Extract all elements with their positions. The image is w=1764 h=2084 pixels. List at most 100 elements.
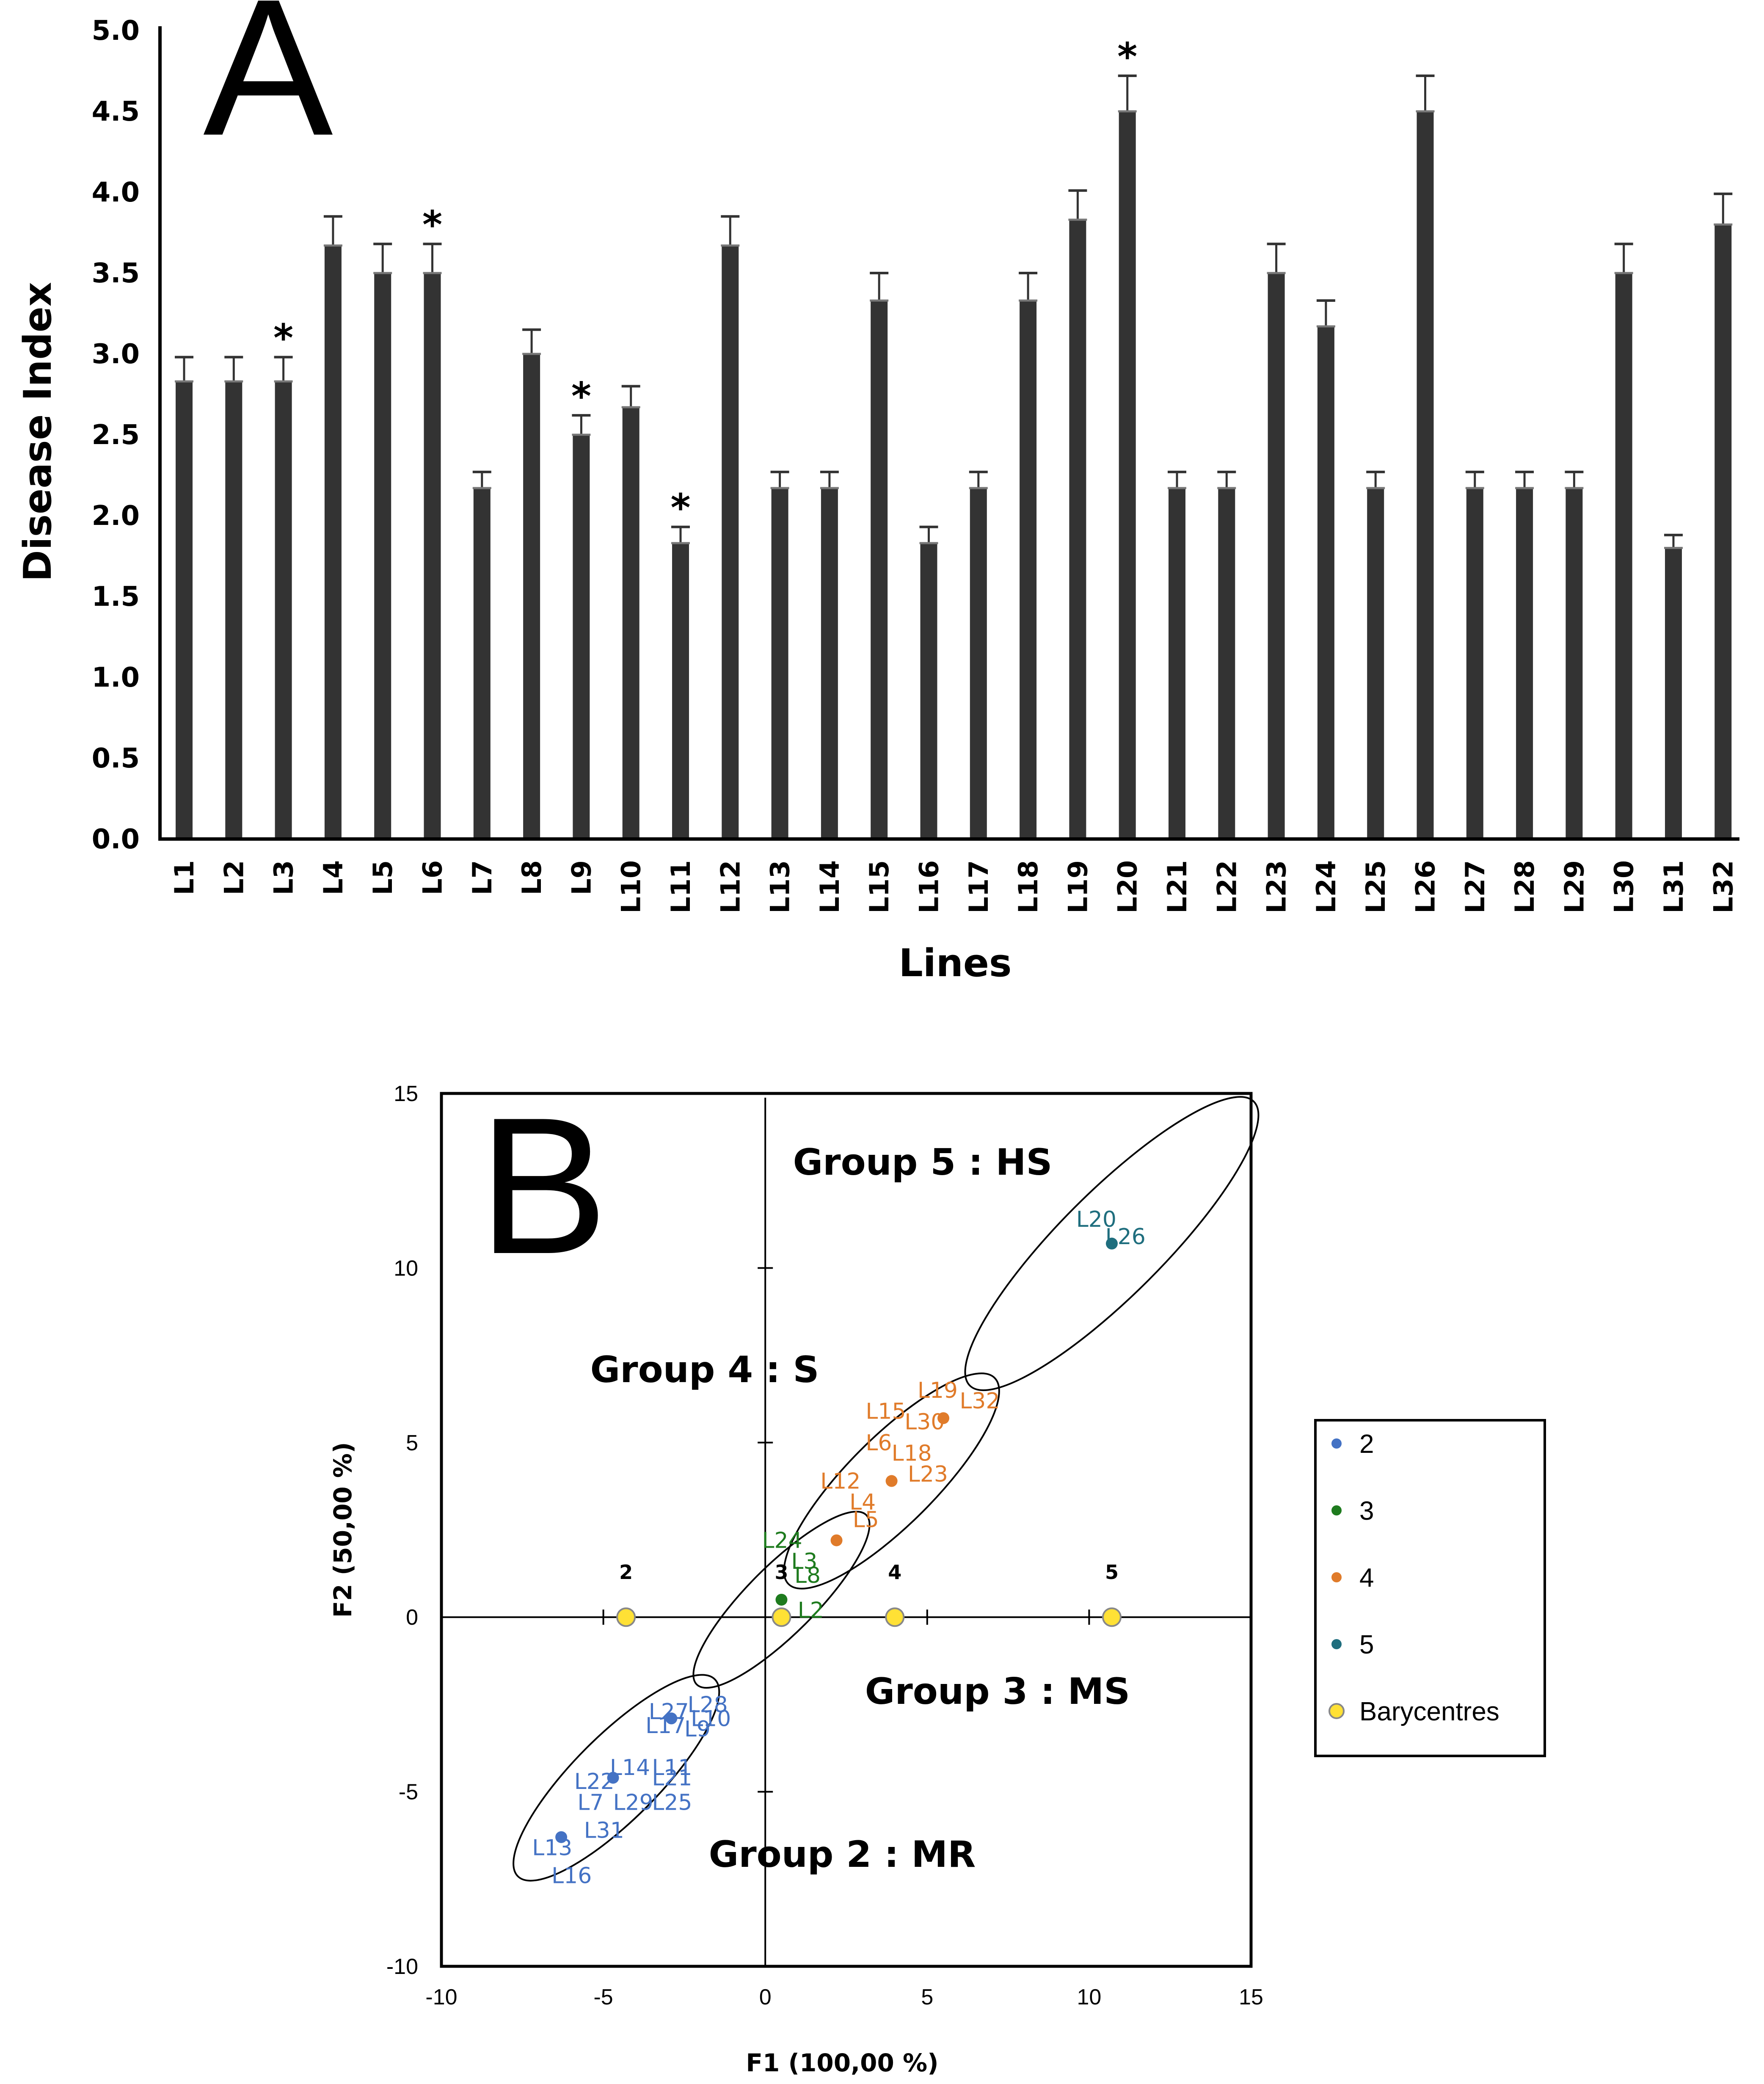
point-label-l22: L22 [574,1769,615,1794]
bar-l14 [821,488,838,839]
legend-swatch-2 [1331,1438,1342,1449]
y-tick-label: 10 [394,1256,418,1281]
bar-l27 [1466,488,1483,839]
legend-label-2: 2 [1359,1430,1374,1459]
x-tick-label-l32: L32 [1708,860,1739,914]
y-tick-label: 5 [406,1431,418,1455]
error-bar-l3 [274,356,293,383]
y-tick-label: 1.5 [92,581,140,613]
point-label-l15: L15 [865,1399,906,1424]
y-tick-label: -5 [399,1780,418,1805]
bar-l18 [1020,300,1037,839]
x-tick-label-l11: L11 [665,860,696,914]
significance-star-l3: * [273,316,293,361]
point-label-l26: L26 [1105,1224,1146,1250]
bar-l16 [920,543,937,839]
point-label-l7: L7 [577,1790,604,1815]
point-label-l8: L8 [794,1563,821,1588]
bar-l28 [1516,488,1533,839]
x-tick-label: 5 [921,1985,933,2009]
point-label-l14: L14 [610,1755,650,1780]
error-bar-l20 [1118,74,1137,113]
error-bar-l4 [323,215,342,247]
y-tick-label: -10 [386,1954,418,1979]
error-bar-l10 [621,385,640,409]
panel-a-bar-chart: A * * * * * 0.0 0.5 1.0 1.5 2.0 2.5 3.0 3.5 4.0 4.5 5.… [16,0,1739,985]
series-2-point [665,1712,678,1725]
point-label-l10: L10 [691,1706,731,1731]
point-label-l28: L28 [688,1692,728,1717]
point-label-l13: L13 [532,1836,572,1861]
x-tick-label-l7: L7 [467,860,498,895]
point-label-l32: L32 [959,1388,1000,1414]
error-bar-l28 [1515,470,1534,489]
error-bar-l24 [1316,299,1335,328]
panel-a-y-tick-labels: 0.0 0.5 1.0 1.5 2.0 2.5 3.0 3.5 4.0 4.5 5.0 [92,15,140,855]
significance-star-l6: * [422,203,442,247]
point-label-l19: L19 [918,1378,958,1403]
x-tick-label-l21: L21 [1162,860,1193,914]
significance-star-l20: * [1117,35,1137,79]
point-label-l3: L3 [791,1549,817,1574]
error-bar-l15 [870,272,889,302]
point-label-l31: L31 [584,1818,624,1843]
point-label-l27: L27 [649,1699,689,1725]
panel-b-plot-frame [440,1092,1253,1968]
panel-b-legend: 2 3 4 5 Barycentres [1314,1419,1546,1757]
point-label-l2: L2 [798,1598,824,1623]
bar-l17 [970,488,987,839]
x-tick-label-l10: L10 [616,860,647,914]
point-label-l29: L29 [613,1790,653,1815]
bar-l2 [225,381,243,839]
panel-a-error-bars [175,74,1733,549]
y-tick-label: 15 [394,1082,418,1106]
significance-star-l11: * [670,486,690,530]
x-tick-label: -5 [593,1985,613,2009]
bar-l5 [374,273,391,839]
y-tick-label: 5.0 [92,15,140,47]
error-bar-l8 [522,328,541,355]
error-bar-l31 [1664,533,1683,549]
significance-star-l9: * [571,374,591,419]
bar-l26 [1417,111,1434,839]
point-label-l20: L20 [1076,1207,1116,1232]
bar-l1 [176,381,193,839]
panel-b-group-ellipses [513,1096,1260,1882]
ellipse-group-4 [783,1372,1000,1590]
x-tick-label-l28: L28 [1509,860,1540,914]
series-2-point [607,1772,619,1784]
x-tick-label-l12: L12 [715,860,746,914]
point-label-l16: L16 [551,1863,592,1889]
bar-l13 [771,488,788,839]
bar-l23 [1268,273,1285,839]
x-tick-label-l27: L27 [1460,860,1491,914]
y-tick-label: 3.5 [92,258,140,289]
panel-b-letter: B [478,1077,608,1295]
panel-a-bars [176,111,1732,839]
error-bar-l19 [1068,189,1087,221]
barycentre-label-5: 5 [1105,1561,1119,1584]
x-tick-label-l25: L25 [1360,860,1391,914]
point-label-l6: L6 [865,1430,892,1456]
bar-l11 [672,543,689,839]
x-tick-label-l26: L26 [1410,860,1441,914]
series-5-point [1105,1237,1118,1250]
point-label-l25: L25 [652,1790,692,1815]
barycentre-point [616,1607,636,1627]
bar-l7 [473,488,491,839]
x-tick-label-l22: L22 [1211,860,1242,914]
error-bar-l22 [1217,470,1236,489]
series-4-point [830,1534,843,1546]
bar-l25 [1367,488,1384,839]
error-bar-l16 [919,525,938,544]
panel-a-letter: A [203,0,334,176]
y-tick-label: 1.0 [92,662,140,693]
legend-label-3: 3 [1359,1496,1374,1526]
series-4-point [885,1475,898,1487]
barycentre-point [885,1607,905,1627]
barycentre-label-4: 4 [888,1561,901,1584]
x-tick-label-l18: L18 [1013,860,1044,914]
